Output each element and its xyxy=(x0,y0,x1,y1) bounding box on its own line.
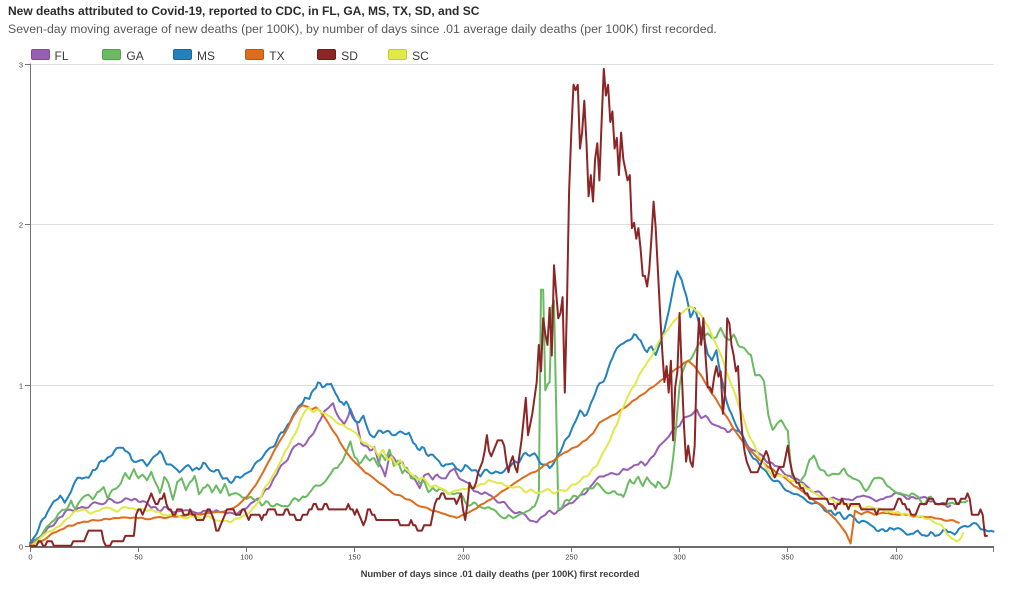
svg-text:350: 350 xyxy=(781,553,794,562)
svg-text:1: 1 xyxy=(19,381,23,390)
svg-text:200: 200 xyxy=(457,553,470,562)
svg-text:0: 0 xyxy=(19,542,23,551)
svg-text:100: 100 xyxy=(240,553,253,562)
svg-text:2: 2 xyxy=(19,220,23,229)
svg-text:3: 3 xyxy=(19,60,23,69)
svg-text:250: 250 xyxy=(565,553,578,562)
svg-text:300: 300 xyxy=(673,553,686,562)
svg-text:50: 50 xyxy=(134,553,142,562)
svg-text:0: 0 xyxy=(28,553,32,562)
svg-text:400: 400 xyxy=(890,553,903,562)
svg-text:150: 150 xyxy=(348,553,361,562)
